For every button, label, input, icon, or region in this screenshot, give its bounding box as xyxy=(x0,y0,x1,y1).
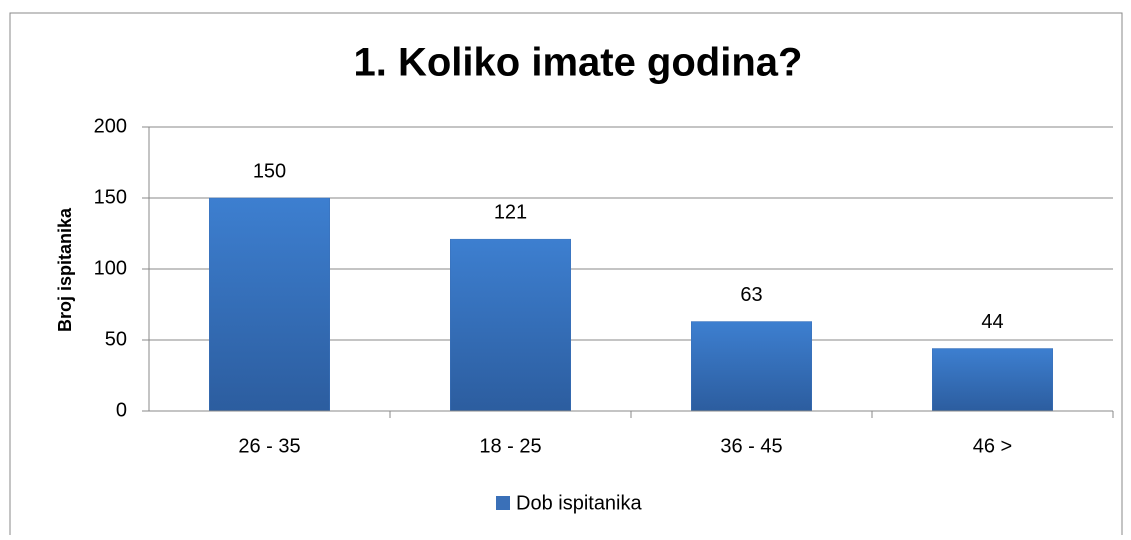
y-tick-label: 50 xyxy=(105,328,127,350)
y-tick-label: 0 xyxy=(116,399,127,421)
data-label: 44 xyxy=(981,311,1003,333)
x-tick-label: 36 - 45 xyxy=(720,435,782,457)
y-tick-label: 200 xyxy=(94,115,127,137)
bar xyxy=(450,238,571,412)
data-label: 121 xyxy=(494,201,527,223)
y-tick-label: 100 xyxy=(94,257,127,279)
x-tick-label: 26 - 35 xyxy=(238,435,300,457)
x-tick-label: 46 > xyxy=(973,435,1012,457)
bar xyxy=(691,321,812,412)
x-tick-label: 18 - 25 xyxy=(479,435,541,457)
chart-title: 1. Koliko imate godina? xyxy=(354,41,803,85)
bar xyxy=(932,348,1053,412)
legend-label: Dob ispitanika xyxy=(516,492,643,514)
bar xyxy=(209,197,330,412)
legend-swatch xyxy=(496,496,510,510)
data-label: 150 xyxy=(253,160,286,182)
data-label: 63 xyxy=(740,284,762,306)
y-tick-label: 150 xyxy=(94,186,127,208)
y-axis-label: Broj ispitanika xyxy=(55,207,75,332)
